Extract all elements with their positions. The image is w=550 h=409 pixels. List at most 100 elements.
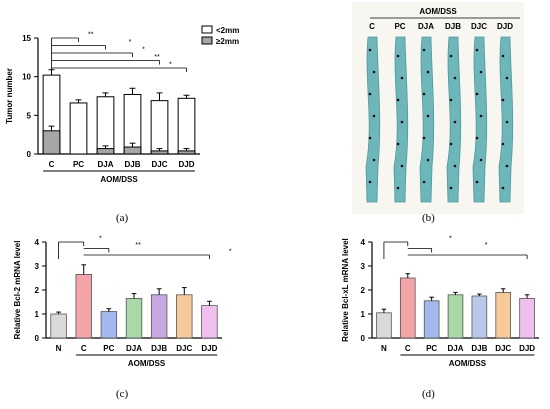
panel-label-c: (c): [116, 388, 129, 400]
photo-column-label: PC: [394, 22, 405, 31]
bar: [423, 300, 440, 339]
tumor-marker: [372, 158, 376, 162]
tumor-marker: [505, 164, 509, 168]
tumor-marker: [505, 120, 509, 124]
tumor-marker: [501, 142, 505, 146]
x-tick-label: C: [405, 344, 411, 353]
x-tick-label: PC: [426, 344, 437, 353]
y-tick-label: 3: [35, 262, 40, 271]
y-tick-label: 4: [361, 238, 366, 247]
bar-ge2mm: [150, 150, 169, 155]
sig-label: *: [99, 236, 102, 243]
photo-column-label: C: [369, 22, 375, 31]
x-tick-label: DJB: [124, 160, 140, 169]
tumor-marker: [368, 180, 372, 184]
tumor-marker: [372, 114, 376, 118]
x-tick-label: DJA: [97, 160, 113, 169]
y-tick-label: 0: [35, 334, 40, 343]
panel-label-a: (a): [116, 212, 129, 224]
y-tick-label: 15: [22, 34, 31, 43]
bar: [399, 277, 416, 339]
x-tick-label: DJB: [471, 344, 487, 353]
y-axis-label: Relative Bcl-2 mRNA level: [13, 241, 22, 340]
x-tick-label: PC: [103, 344, 114, 353]
tumor-marker: [453, 120, 457, 124]
bar: [100, 311, 118, 339]
y-tick-label: 2: [35, 286, 40, 295]
x-tick-label: PC: [73, 160, 84, 169]
x-tick-label: C: [49, 160, 55, 169]
x-tick-label: DJC: [495, 344, 511, 353]
sig-label: **: [154, 54, 160, 61]
tumor-marker: [453, 76, 457, 80]
tumor-marker: [368, 92, 372, 96]
tumor-marker: [475, 92, 479, 96]
tumor-number-chart: 0 5 10 15 Tumor number C PC DJA DJB DJC DJD AOM/DSS…: [5, 25, 239, 184]
bar: [447, 294, 464, 339]
tumor-marker: [422, 180, 426, 184]
tumor-marker: [368, 136, 372, 140]
legend-label-lt2mm: <2mm: [216, 26, 239, 35]
x-tick-label: DJD: [519, 344, 535, 353]
tumor-marker: [400, 120, 404, 124]
x-tick-label: C: [81, 344, 87, 353]
bar: [471, 295, 488, 339]
y-tick-label: 0: [361, 334, 366, 343]
x-tick-label: DJD: [178, 160, 194, 169]
sig-label: **: [88, 32, 94, 39]
x-tick-label: DJC: [151, 160, 167, 169]
bar: [495, 292, 512, 339]
bar: [75, 274, 92, 339]
bar-ge2mm: [96, 148, 115, 155]
group-label: AOM/DSS: [449, 359, 487, 368]
tumor-marker: [426, 114, 430, 118]
tumor-marker: [372, 70, 376, 74]
colon-specimen: [498, 36, 514, 203]
x-tick-label: N: [381, 344, 387, 353]
bar: [519, 298, 535, 339]
tumor-marker: [475, 136, 479, 140]
sig-label: *: [449, 236, 452, 243]
bar-ge2mm: [123, 146, 142, 155]
tumor-marker: [422, 136, 426, 140]
colon-photo: AOM/DSS C PC DJA DJB DJC DJD: [352, 2, 524, 214]
bar: [376, 312, 392, 339]
tumor-marker: [449, 186, 453, 190]
bar-lt2mm: [150, 100, 169, 155]
y-tick-label: 0: [27, 150, 32, 159]
y-tick-label: 3: [361, 262, 366, 271]
tumor-marker: [501, 186, 505, 190]
y-axis-label: Relative Bcl-xL mRNA level: [341, 238, 350, 342]
tumor-marker: [501, 54, 505, 58]
y-tick-label: 4: [35, 238, 40, 247]
x-tick-label: DJC: [176, 344, 192, 353]
bar-lt2mm: [177, 97, 196, 155]
tumor-marker: [453, 164, 457, 168]
x-tick-label: DJA: [126, 344, 142, 353]
panel-label-d: (d): [422, 388, 435, 400]
tumor-marker: [479, 70, 483, 74]
tumor-marker: [449, 54, 453, 58]
legend-swatch-lt2mm: [201, 25, 213, 34]
tumor-marker: [426, 158, 430, 162]
bar-ge2mm: [177, 150, 196, 155]
photo-column-label: DJC: [471, 22, 487, 31]
photo-column-label: DJA: [418, 22, 434, 31]
colon-photo-panel: AOM/DSS C PC DJA DJB DJC DJD: [352, 2, 524, 214]
group-label: AOM/DSS: [128, 359, 166, 368]
tumor-marker: [505, 76, 509, 80]
bar: [125, 298, 143, 339]
bcl2-chart: 0 1 2 3 4 Relative Bcl-2 mRNA level N C PC DJA DJB…: [13, 236, 232, 369]
x-tick-label: N: [56, 344, 62, 353]
group-label: AOM/DSS: [100, 175, 138, 184]
x-tick-label: DJA: [447, 344, 463, 353]
x-tick-label: DJB: [151, 344, 167, 353]
tumor-marker: [449, 142, 453, 146]
legend-label-ge2mm: ≥2mm: [216, 37, 239, 46]
tumor-marker: [396, 98, 400, 102]
photo-title: AOM/DSS: [419, 7, 457, 16]
y-tick-label: 1: [361, 310, 366, 319]
bar: [201, 305, 218, 339]
bclxl-chart: 0 1 2 3 4 Relative Bcl-xL mRNA level N C PC DJA DJ…: [341, 236, 539, 368]
y-tick-label: 2: [361, 286, 366, 295]
